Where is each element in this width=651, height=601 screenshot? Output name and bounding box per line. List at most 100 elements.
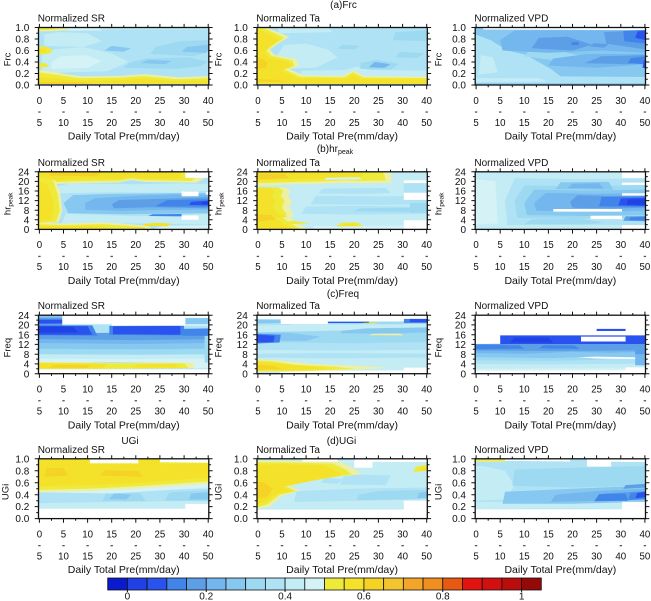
svg-text:20: 20 bbox=[543, 118, 554, 129]
svg-text:UGi: UGi bbox=[1, 484, 12, 500]
svg-text:5: 5 bbox=[61, 385, 66, 396]
svg-text:40: 40 bbox=[203, 385, 214, 396]
svg-text:5: 5 bbox=[61, 96, 66, 107]
svg-text:30: 30 bbox=[155, 551, 166, 562]
svg-text:25: 25 bbox=[349, 551, 360, 562]
svg-text:1.0: 1.0 bbox=[452, 23, 466, 34]
svg-text:40: 40 bbox=[203, 240, 214, 251]
svg-text:5: 5 bbox=[255, 118, 260, 129]
svg-text:10: 10 bbox=[82, 240, 93, 251]
svg-text:25: 25 bbox=[567, 118, 578, 129]
svg-text:15: 15 bbox=[325, 385, 336, 396]
svg-text:10: 10 bbox=[495, 407, 506, 418]
svg-text:0: 0 bbox=[255, 529, 261, 540]
svg-text:4: 4 bbox=[24, 215, 30, 226]
svg-text:20: 20 bbox=[325, 551, 336, 562]
svg-text:Daily Total Pre(mm/day): Daily Total Pre(mm/day) bbox=[286, 419, 398, 431]
svg-text:40: 40 bbox=[421, 96, 432, 107]
svg-text:0.2: 0.2 bbox=[452, 69, 466, 80]
svg-text:0: 0 bbox=[473, 96, 479, 107]
svg-text:15: 15 bbox=[82, 551, 93, 562]
svg-text:5: 5 bbox=[498, 385, 503, 396]
svg-text:0: 0 bbox=[255, 96, 261, 107]
svg-text:40: 40 bbox=[615, 407, 626, 418]
svg-text:Daily Total Pre(mm/day): Daily Total Pre(mm/day) bbox=[504, 419, 616, 431]
svg-text:0.2: 0.2 bbox=[234, 69, 248, 80]
svg-text:20: 20 bbox=[455, 177, 467, 188]
svg-text:0.8: 0.8 bbox=[234, 35, 248, 46]
svg-text:1: 1 bbox=[519, 592, 525, 601]
svg-text:25: 25 bbox=[130, 551, 141, 562]
svg-text:8: 8 bbox=[24, 206, 30, 217]
svg-text:30: 30 bbox=[615, 240, 626, 251]
svg-text:Daily Total Pre(mm/day): Daily Total Pre(mm/day) bbox=[68, 275, 180, 287]
svg-text:24: 24 bbox=[18, 167, 30, 178]
svg-text:25: 25 bbox=[155, 240, 166, 251]
svg-text:16: 16 bbox=[237, 330, 249, 341]
svg-text:0.8: 0.8 bbox=[436, 592, 450, 601]
svg-text:30: 30 bbox=[373, 551, 384, 562]
svg-text:30: 30 bbox=[397, 385, 408, 396]
svg-text:0.6: 0.6 bbox=[452, 46, 466, 57]
svg-text:5: 5 bbox=[37, 262, 42, 273]
svg-text:40: 40 bbox=[203, 529, 214, 540]
svg-text:50: 50 bbox=[203, 118, 214, 129]
svg-text:30: 30 bbox=[397, 96, 408, 107]
svg-text:40: 40 bbox=[421, 240, 432, 251]
svg-text:8: 8 bbox=[242, 206, 248, 217]
svg-text:10: 10 bbox=[58, 407, 69, 418]
svg-text:20: 20 bbox=[130, 385, 141, 396]
svg-text:50: 50 bbox=[421, 551, 432, 562]
svg-text:5: 5 bbox=[279, 240, 284, 251]
svg-text:40: 40 bbox=[421, 385, 432, 396]
svg-text:30: 30 bbox=[179, 385, 190, 396]
svg-text:24: 24 bbox=[18, 311, 30, 322]
svg-text:20: 20 bbox=[349, 385, 360, 396]
svg-text:8: 8 bbox=[460, 350, 466, 361]
svg-text:0.8: 0.8 bbox=[15, 466, 29, 477]
svg-text:Normalized VPD: Normalized VPD bbox=[474, 14, 548, 25]
svg-text:25: 25 bbox=[373, 240, 384, 251]
svg-text:24: 24 bbox=[455, 167, 467, 178]
svg-text:25: 25 bbox=[591, 529, 602, 540]
svg-text:10: 10 bbox=[495, 118, 506, 129]
svg-text:40: 40 bbox=[640, 240, 651, 251]
svg-text:Freq: Freq bbox=[434, 338, 445, 358]
svg-text:(c)Freq: (c)Freq bbox=[327, 289, 359, 300]
svg-text:0.2: 0.2 bbox=[15, 502, 29, 513]
svg-text:50: 50 bbox=[640, 262, 651, 273]
svg-text:(d)UGi: (d)UGi bbox=[327, 436, 356, 447]
svg-text:16: 16 bbox=[455, 187, 467, 198]
svg-text:5: 5 bbox=[255, 262, 260, 273]
svg-text:15: 15 bbox=[301, 118, 312, 129]
svg-text:20: 20 bbox=[455, 321, 467, 332]
svg-text:20: 20 bbox=[567, 529, 578, 540]
svg-text:0: 0 bbox=[473, 385, 479, 396]
svg-text:12: 12 bbox=[455, 340, 467, 351]
svg-text:40: 40 bbox=[615, 118, 626, 129]
svg-text:30: 30 bbox=[591, 551, 602, 562]
svg-text:24: 24 bbox=[237, 311, 249, 322]
svg-text:20: 20 bbox=[567, 385, 578, 396]
svg-text:40: 40 bbox=[397, 551, 408, 562]
svg-text:25: 25 bbox=[567, 551, 578, 562]
svg-text:12: 12 bbox=[18, 196, 30, 207]
svg-text:20: 20 bbox=[18, 177, 30, 188]
svg-text:0.4: 0.4 bbox=[452, 58, 466, 69]
svg-text:Freq: Freq bbox=[214, 338, 225, 358]
svg-text:5: 5 bbox=[279, 529, 284, 540]
svg-text:0.6: 0.6 bbox=[452, 478, 466, 489]
svg-text:16: 16 bbox=[18, 187, 30, 198]
svg-text:0.4: 0.4 bbox=[15, 58, 29, 69]
svg-text:15: 15 bbox=[325, 96, 336, 107]
svg-text:20: 20 bbox=[130, 96, 141, 107]
svg-text:20: 20 bbox=[349, 529, 360, 540]
svg-text:5: 5 bbox=[498, 240, 503, 251]
svg-text:30: 30 bbox=[615, 529, 626, 540]
svg-text:1.0: 1.0 bbox=[15, 454, 29, 465]
svg-text:30: 30 bbox=[591, 118, 602, 129]
svg-text:10: 10 bbox=[58, 551, 69, 562]
svg-text:15: 15 bbox=[301, 551, 312, 562]
svg-text:40: 40 bbox=[615, 551, 626, 562]
svg-text:10: 10 bbox=[58, 262, 69, 273]
